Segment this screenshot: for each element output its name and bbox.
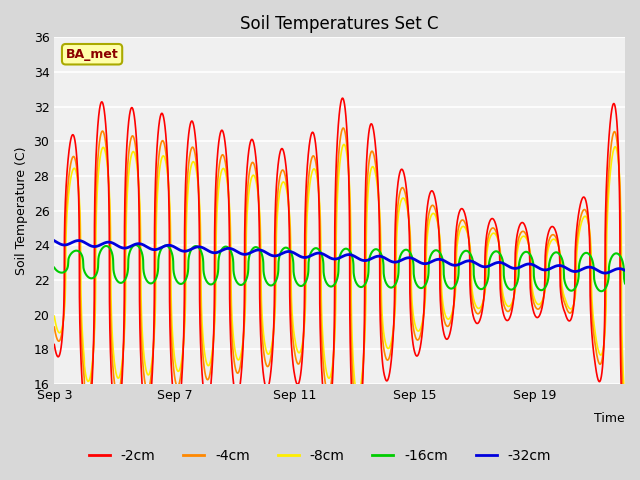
Y-axis label: Soil Temperature (C): Soil Temperature (C) xyxy=(15,146,28,275)
Text: BA_met: BA_met xyxy=(66,48,118,61)
Title: Soil Temperatures Set C: Soil Temperatures Set C xyxy=(241,15,439,33)
Text: Time: Time xyxy=(595,412,625,425)
Legend: -2cm, -4cm, -8cm, -16cm, -32cm: -2cm, -4cm, -8cm, -16cm, -32cm xyxy=(83,443,557,468)
